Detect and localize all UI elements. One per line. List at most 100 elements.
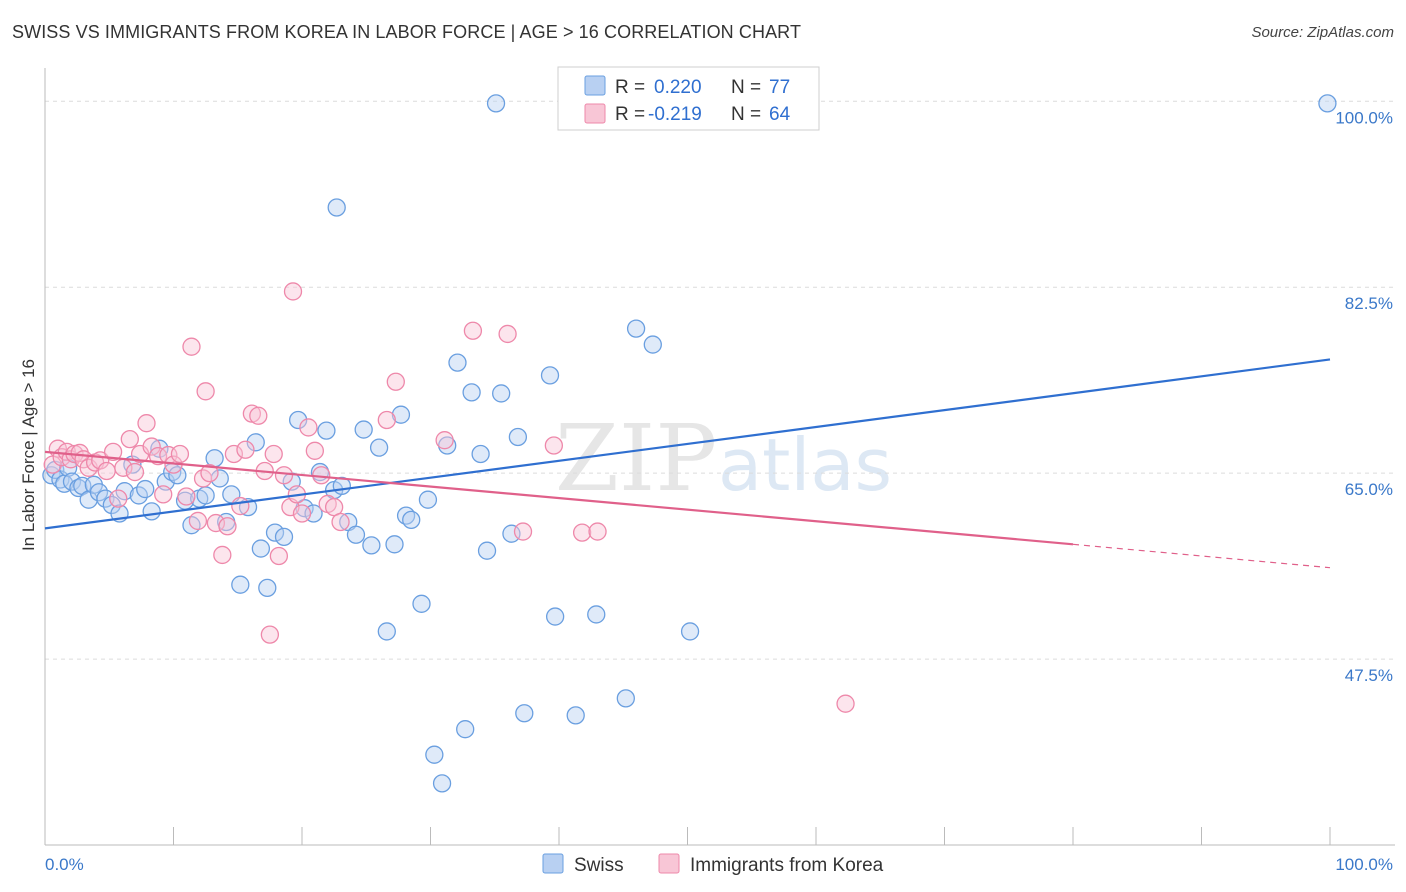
korea-point: [188, 511, 208, 531]
korea-point: [269, 546, 289, 566]
swiss-point: [587, 605, 606, 624]
legend-r-value-2: -0.219: [648, 104, 702, 125]
korea-point: [572, 523, 592, 542]
y-tick-labels: 47.5% 65.0% 82.5% 100.0%: [1335, 108, 1393, 685]
korea-point: [274, 466, 294, 485]
swiss-point: [680, 622, 700, 641]
watermark: ZIP atlas: [555, 405, 892, 512]
swiss-point: [545, 607, 565, 626]
swiss-point: [412, 594, 431, 613]
swiss-point: [317, 421, 336, 440]
korea-trend-extension: [1072, 543, 1331, 569]
series-legend-label-korea: Immigrants from Korea: [690, 855, 884, 876]
y-tick-label: 47.5%: [1345, 666, 1393, 685]
korea-point: [142, 437, 161, 456]
korea-point: [260, 625, 280, 644]
axes: [44, 68, 1395, 846]
korea-point: [498, 324, 517, 344]
swiss-point: [448, 353, 467, 372]
korea-point: [513, 522, 533, 541]
korea-point: [299, 418, 318, 437]
legend-n-label-2: N =: [731, 104, 761, 125]
series-legend-swatch-korea: [658, 853, 680, 874]
swiss-point: [418, 490, 438, 509]
x-tick-label: 0.0%: [45, 855, 84, 874]
swiss-point: [327, 198, 346, 217]
swiss-point: [425, 745, 444, 764]
legend-r-label-2: R =: [615, 104, 645, 125]
swiss-point: [288, 410, 308, 430]
korea-point: [154, 485, 173, 504]
korea-point: [200, 463, 219, 483]
legend-swatch-swiss: [584, 75, 606, 96]
swiss-point: [377, 622, 396, 641]
series-legend: Swiss Immigrants from Korea: [542, 853, 884, 876]
korea-point: [182, 337, 201, 356]
korea-point: [224, 444, 244, 464]
swiss-point: [515, 704, 534, 723]
legend-n-value-2: 64: [769, 104, 791, 125]
swiss-point: [196, 486, 215, 505]
korea-point: [125, 462, 145, 482]
korea-point: [196, 382, 215, 401]
swiss-point: [142, 502, 161, 521]
swiss-point: [251, 539, 271, 558]
korea-point: [120, 429, 139, 449]
korea-point: [283, 282, 303, 301]
korea-point: [435, 431, 454, 450]
swiss-point: [136, 479, 155, 499]
korea-trend-line: [44, 450, 1074, 546]
swiss-point: [391, 405, 411, 424]
legend-swatch-korea: [584, 103, 606, 124]
swiss-point: [346, 525, 366, 544]
korea-point: [206, 513, 226, 533]
swiss-point: [369, 438, 389, 457]
swiss-point: [258, 578, 277, 598]
legend-r-value-1: 0.220: [654, 77, 702, 98]
swiss-point: [486, 94, 506, 113]
korea-point: [305, 441, 325, 460]
korea-point: [331, 512, 350, 532]
chart-title: SWISS VS IMMIGRANTS FROM KOREA IN LABOR …: [12, 22, 802, 42]
swiss-point: [566, 706, 585, 725]
swiss-point: [626, 319, 646, 338]
swiss-point: [492, 384, 511, 403]
korea-point: [137, 414, 156, 433]
swiss-point: [540, 366, 560, 385]
series-legend-swatch-swiss: [542, 853, 564, 874]
legend-n-value-1: 77: [769, 77, 790, 98]
korea-point: [249, 406, 268, 425]
korea-point: [544, 436, 564, 455]
correlation-legend: R = 0.220 N = 77 R = -0.219 N = 64: [557, 66, 820, 131]
swiss-point: [265, 523, 285, 542]
swiss-point: [115, 482, 134, 501]
swiss-point: [432, 774, 452, 793]
swiss-point: [643, 335, 662, 354]
x-tick-label: 100.0%: [1335, 855, 1393, 874]
swiss-point: [471, 444, 490, 464]
trend-lines: [44, 358, 1331, 569]
swiss-point: [502, 524, 521, 543]
series-legend-label-swiss: Swiss: [574, 855, 624, 876]
y-tick-label: 82.5%: [1345, 294, 1393, 313]
swiss-point: [362, 536, 381, 555]
korea-point: [170, 444, 190, 464]
swiss-point: [274, 527, 294, 547]
y-tick-label: 100.0%: [1335, 108, 1393, 127]
swiss-point: [1318, 94, 1337, 113]
swiss-point: [462, 383, 481, 402]
korea-point: [386, 372, 405, 391]
korea-point: [836, 694, 855, 713]
swiss-point: [231, 575, 250, 594]
legend-r-label-1: R =: [615, 77, 645, 98]
korea-point: [231, 496, 250, 516]
korea-point: [103, 442, 123, 462]
source-label: Source: ZipAtlas.com: [1251, 24, 1394, 41]
korea-point: [264, 444, 283, 464]
swiss-point: [246, 433, 265, 452]
legend-n-label-1: N =: [731, 77, 761, 98]
swiss-point: [402, 510, 421, 530]
swiss-point: [616, 689, 635, 708]
swiss-point: [168, 466, 187, 485]
